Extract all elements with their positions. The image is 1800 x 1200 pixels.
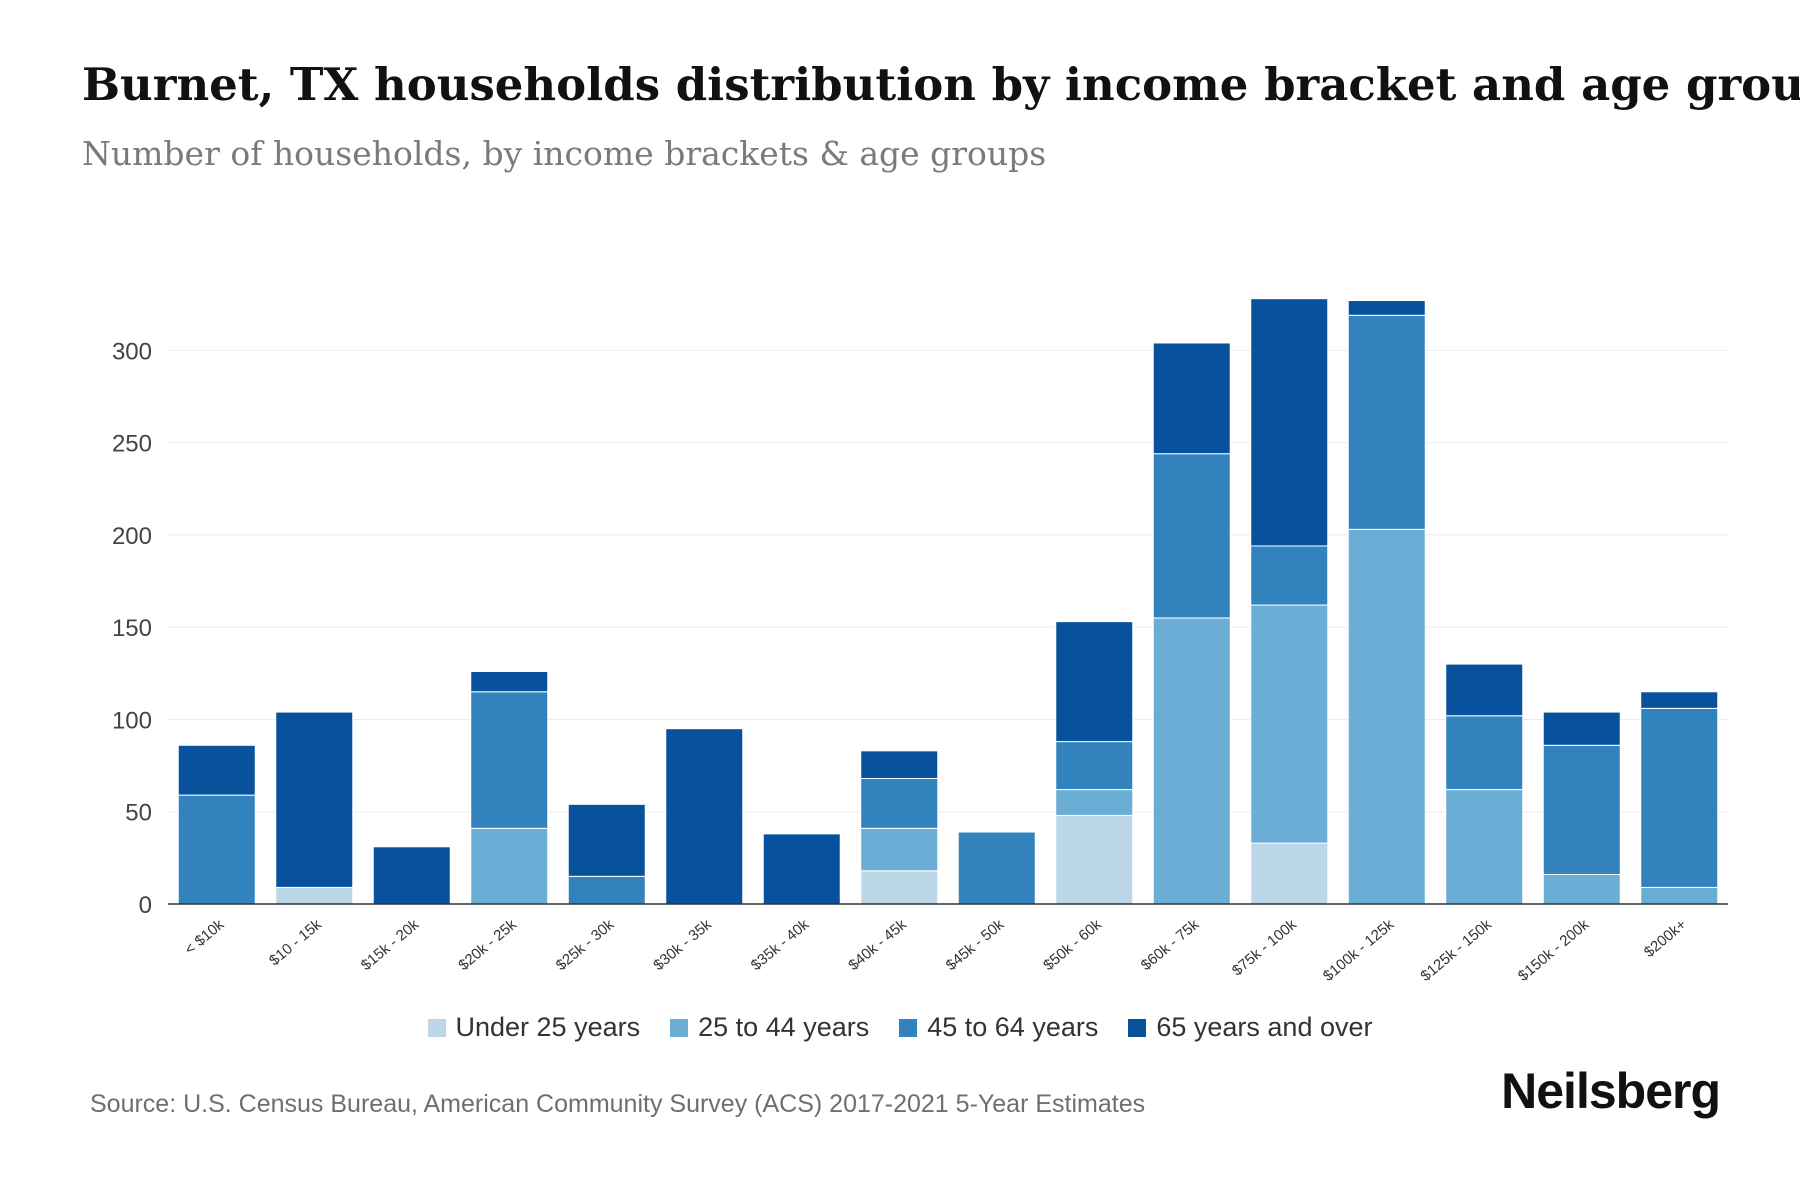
bar-segment xyxy=(860,778,939,829)
bar-segment xyxy=(860,750,939,780)
x-tick-label: $200k+ xyxy=(1641,916,1690,961)
bar-segment xyxy=(470,691,549,829)
x-tick-label: $30k - 35k xyxy=(650,916,715,974)
bar-segment xyxy=(1250,298,1329,547)
x-tick-label: $15k - 20k xyxy=(358,916,423,974)
bar-segment xyxy=(1055,789,1134,816)
y-tick-label: 150 xyxy=(112,615,152,642)
source-note: Source: U.S. Census Bureau, American Com… xyxy=(90,1090,1146,1118)
bar-segment xyxy=(1445,789,1524,905)
x-tick-label: $75k - 100k xyxy=(1229,916,1300,980)
x-tick-label: $20k - 25k xyxy=(455,916,520,974)
bar-segment xyxy=(275,886,354,905)
chart-title: Burnet, TX households distribution by in… xyxy=(82,58,1800,111)
bar-segment xyxy=(1445,663,1524,717)
x-tick-label: $45k - 50k xyxy=(943,916,1008,974)
legend-label: 25 to 44 years xyxy=(698,1012,870,1042)
legend-item: Under 25 years xyxy=(427,1012,641,1043)
bar-segment xyxy=(1542,744,1621,875)
bar-segment xyxy=(1250,604,1329,844)
legend-item: 25 to 44 years xyxy=(670,1012,869,1043)
bar-segment xyxy=(1250,545,1329,606)
bar-segment xyxy=(177,794,256,905)
x-tick-label: $10 - 15k xyxy=(266,916,325,970)
bar-segment xyxy=(470,670,549,693)
bar-segment xyxy=(1152,617,1231,905)
bar-segment xyxy=(1152,342,1231,455)
x-tick-label: $40k - 45k xyxy=(845,916,910,974)
bar-segment xyxy=(1542,873,1621,905)
legend-swatch xyxy=(899,1018,918,1037)
legend-item: 65 years and over xyxy=(1128,1012,1373,1043)
bar-segment xyxy=(860,870,939,905)
bar-segment xyxy=(1250,842,1329,905)
x-tick-label: $50k - 60k xyxy=(1040,916,1105,974)
bar-segment xyxy=(957,831,1036,905)
y-axis: 0 50 100 150 200 250 300 xyxy=(112,338,152,919)
legend-label: Under 25 years xyxy=(455,1012,641,1042)
bar-segment xyxy=(1347,314,1426,530)
brand-logo: Neilsberg xyxy=(1501,1063,1721,1119)
bar-segment xyxy=(860,827,939,872)
y-tick-label: 300 xyxy=(112,338,152,365)
bar-segment xyxy=(1640,886,1719,905)
legend-label: 45 to 64 years xyxy=(927,1012,1099,1042)
bar-segment xyxy=(1542,711,1621,746)
bar-segment xyxy=(665,728,744,905)
bar-segment xyxy=(177,744,256,796)
bar-segment xyxy=(762,833,841,905)
x-tick-label: $125k - 150k xyxy=(1417,916,1495,985)
x-axis: < $10k $10 - 15k $15k - 20k $20k - 25k $25k … xyxy=(168,903,1728,985)
bar-segment xyxy=(1347,528,1426,905)
x-tick-label: $100k - 125k xyxy=(1320,916,1398,985)
x-tick-label: $25k - 30k xyxy=(553,916,618,974)
legend: Under 25 years 25 to 44 years 45 to 64 yea… xyxy=(0,1012,1800,1043)
bar-segment xyxy=(1055,621,1134,743)
x-tick-label: < $10k xyxy=(182,916,228,959)
legend-swatch xyxy=(1128,1018,1147,1037)
bar-segment xyxy=(1640,707,1719,888)
y-tick-label: 250 xyxy=(112,431,152,458)
bar-segment xyxy=(372,846,451,905)
bar-segment xyxy=(567,875,646,905)
bar-segment xyxy=(1152,453,1231,619)
bar-segment xyxy=(1055,741,1134,791)
legend-swatch xyxy=(427,1018,446,1037)
bar-segment xyxy=(1347,300,1426,316)
bar-segment xyxy=(1640,691,1719,709)
legend-item: 45 to 64 years xyxy=(899,1012,1098,1043)
legend-swatch xyxy=(670,1018,689,1037)
bar-segment xyxy=(1445,715,1524,791)
y-tick-label: 100 xyxy=(112,707,152,734)
gridlines xyxy=(168,349,1728,813)
x-tick-label: $150k - 200k xyxy=(1515,916,1593,985)
y-tick-label: 200 xyxy=(112,523,152,550)
x-tick-label: $35k - 40k xyxy=(748,916,813,974)
bar-segment xyxy=(567,803,646,877)
y-tick-label: 50 xyxy=(125,800,152,827)
bar-segment xyxy=(470,827,549,905)
bar-segment xyxy=(1055,814,1134,905)
chart-subtitle: Number of households, by income brackets… xyxy=(82,134,1047,173)
y-tick-label: 0 xyxy=(139,892,152,919)
bar-segment xyxy=(275,711,354,888)
bars xyxy=(177,298,1719,905)
x-tick-label: $60k - 75k xyxy=(1138,916,1203,974)
legend-label: 65 years and over xyxy=(1156,1012,1373,1042)
